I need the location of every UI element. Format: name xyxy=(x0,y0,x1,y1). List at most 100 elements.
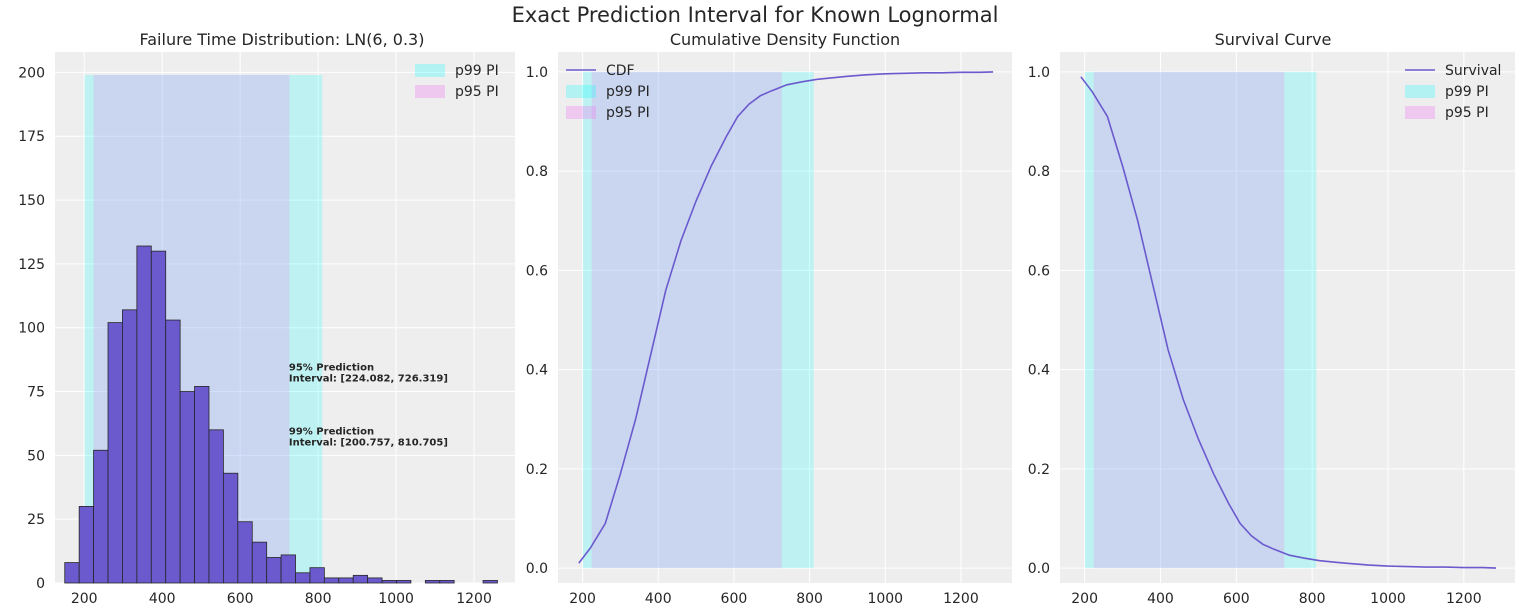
histogram-bar xyxy=(424,580,441,584)
histogram-bar xyxy=(396,580,412,584)
histogram-bar xyxy=(194,386,210,584)
figure-title: Exact Prediction Interval for Known Logn… xyxy=(512,3,999,27)
histogram-bar xyxy=(122,309,138,584)
y-tick-labels: 0 25 50 75 100 125 150 175 200 xyxy=(18,65,45,592)
prediction-bands xyxy=(582,71,814,569)
y-tick-label: 0.2 xyxy=(526,462,548,478)
legend-key-p95 xyxy=(1405,106,1435,119)
y-tick-label: 0.6 xyxy=(1028,263,1050,279)
legend-label: p95 PI xyxy=(455,84,499,100)
histogram-bar xyxy=(352,574,369,584)
x-tick-label: 1200 xyxy=(456,591,492,607)
histogram-bar xyxy=(280,554,296,584)
x-tick-label: 600 xyxy=(1223,591,1250,607)
histogram-bar xyxy=(295,572,311,584)
x-tick-labels: 200 400 600 800 1000 1200 xyxy=(1071,591,1481,607)
y-tick-label: 0.2 xyxy=(1028,462,1050,478)
prediction-bands xyxy=(1084,71,1317,569)
legend: Survival p99 PI p95 PI xyxy=(1405,63,1501,121)
legend-key-p99 xyxy=(1405,85,1435,98)
survival-line xyxy=(1080,76,1497,569)
x-tick-label: 1200 xyxy=(943,591,979,607)
p95-band xyxy=(1093,71,1285,569)
legend-key-p95 xyxy=(566,106,596,119)
p95-band xyxy=(591,71,782,569)
annotation-line: Interval: [224.082, 726.319] xyxy=(289,374,448,385)
y-tick-label: 125 xyxy=(18,257,45,273)
legend-key-p99 xyxy=(566,85,596,98)
legend-label: p99 PI xyxy=(1445,84,1489,100)
p99-band xyxy=(1084,71,1317,569)
cdf-line xyxy=(578,71,994,564)
y-tick-label: 1.0 xyxy=(1028,65,1050,81)
y-tick-label: 75 xyxy=(27,385,45,401)
x-tick-label: 600 xyxy=(721,591,748,607)
annotation-p99: 99% Prediction Interval: [200.757, 810.70… xyxy=(289,426,448,448)
y-tick-label: 0 xyxy=(36,576,45,592)
survival-panel: Survival Curve 200 400 600 800 1000 12000.00.… xyxy=(1028,30,1515,607)
legend: CDF p99 PI p95 PI xyxy=(566,63,650,121)
x-tick-label: 1000 xyxy=(1370,591,1406,607)
plot-background xyxy=(558,52,1012,583)
histogram-panel: Failure Time Distribution: LN(6, 0.3) 95… xyxy=(18,30,515,607)
histogram-bar xyxy=(136,245,152,584)
legend-label: p99 PI xyxy=(606,84,650,100)
histogram-bar xyxy=(309,567,325,584)
histogram-bar xyxy=(381,580,397,584)
x-tick-label: 800 xyxy=(305,591,332,607)
annotation-line: Interval: [200.757, 810.705] xyxy=(289,437,448,448)
x-tick-label: 200 xyxy=(71,591,98,607)
histogram-bar xyxy=(150,250,167,584)
y-tick-label: 100 xyxy=(18,321,45,337)
histogram-bar xyxy=(107,322,123,584)
x-tick-label: 400 xyxy=(645,591,672,607)
histogram-title: Failure Time Distribution: LN(6, 0.3) xyxy=(140,30,425,49)
x-tick-label: 200 xyxy=(569,591,596,607)
histogram-bars xyxy=(64,245,498,584)
legend: p99 PI p95 PI xyxy=(415,63,499,100)
y-tick-label: 25 xyxy=(27,512,45,528)
histogram-bar xyxy=(223,472,239,584)
histogram-bar xyxy=(93,449,109,584)
legend-label: Survival xyxy=(1445,63,1501,79)
histogram-bar xyxy=(338,577,354,584)
histogram-bar xyxy=(179,391,195,584)
histogram-bar xyxy=(208,429,224,584)
histogram-bar xyxy=(367,577,383,584)
y-tick-label: 0.4 xyxy=(1028,363,1050,379)
y-tick-label: 175 xyxy=(18,129,45,145)
x-tick-label: 200 xyxy=(1071,591,1098,607)
x-tick-label: 600 xyxy=(227,591,254,607)
y-tick-labels: 0.0 0.2 0.4 0.6 0.8 1.0 xyxy=(1028,65,1050,577)
cdf-title: Cumulative Density Function xyxy=(670,30,900,49)
x-tick-labels: 200 400 600 800 1000 1200 xyxy=(569,591,979,607)
survival-title: Survival Curve xyxy=(1215,30,1332,49)
histogram-bar xyxy=(251,541,268,584)
histogram-bar xyxy=(237,521,253,584)
x-tick-label: 400 xyxy=(149,591,176,607)
y-tick-label: 0.8 xyxy=(526,164,548,180)
histogram-bar xyxy=(439,580,455,584)
x-tick-label: 800 xyxy=(796,591,823,607)
annotation-line: 95% Prediction xyxy=(289,363,374,374)
legend-label: CDF xyxy=(606,63,635,79)
legend-label: p95 PI xyxy=(1445,105,1489,121)
legend-label: p99 PI xyxy=(455,63,499,79)
cdf-panel: Cumulative Density Function 200 400 600 800… xyxy=(526,30,1012,607)
legend-key-p99 xyxy=(415,64,445,77)
legend-label: p95 PI xyxy=(606,105,650,121)
p99-band xyxy=(582,71,814,569)
histogram-bar xyxy=(78,506,94,584)
y-tick-label: 0.8 xyxy=(1028,164,1050,180)
x-tick-labels: 200 400 600 800 1000 1200 xyxy=(71,591,492,607)
x-tick-label: 400 xyxy=(1147,591,1174,607)
plot-background xyxy=(1060,52,1515,583)
histogram-bar xyxy=(323,577,340,584)
histogram-bar xyxy=(266,557,282,584)
y-tick-label: 0.0 xyxy=(1028,561,1050,577)
histogram-bar xyxy=(482,580,498,584)
histogram-bar xyxy=(64,562,80,584)
x-tick-label: 1200 xyxy=(1446,591,1482,607)
y-tick-label: 0.0 xyxy=(526,561,548,577)
